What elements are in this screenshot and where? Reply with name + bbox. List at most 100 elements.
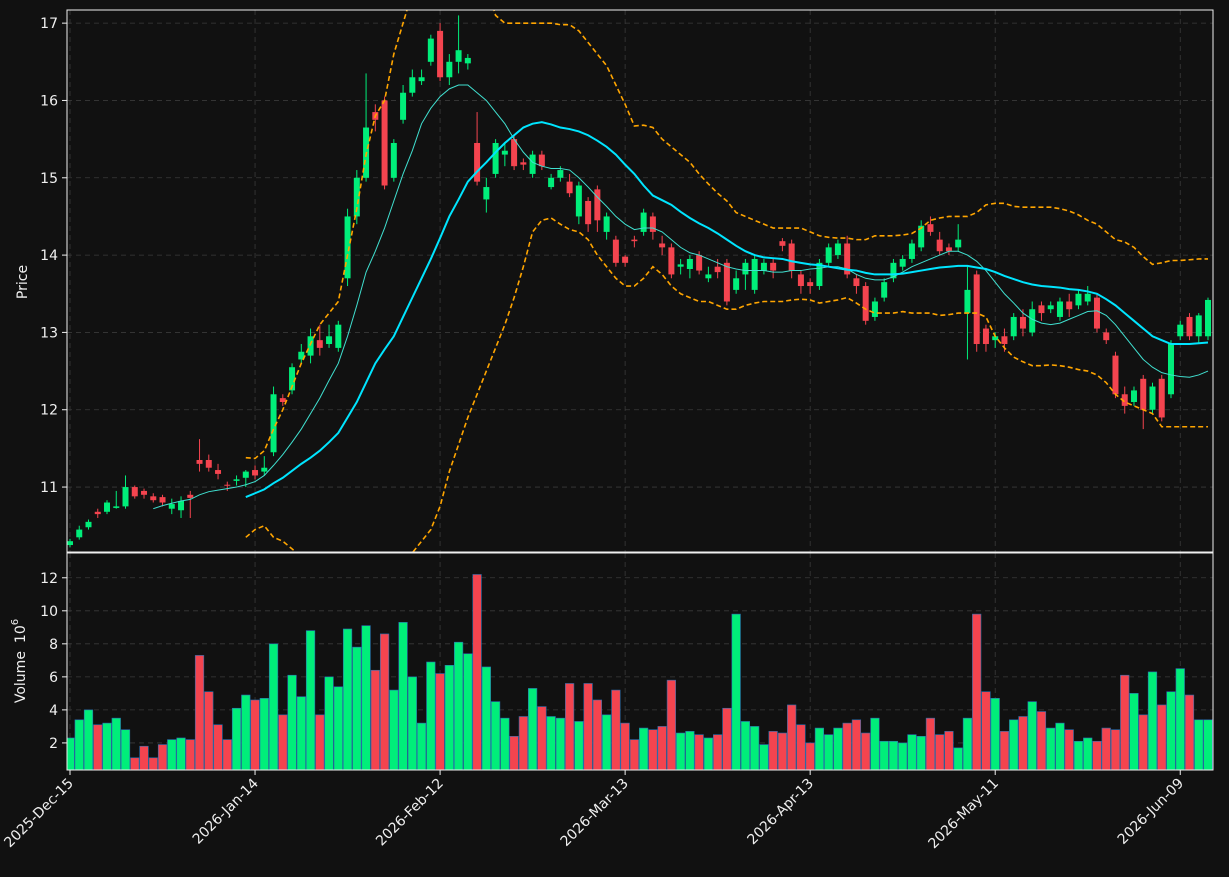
- candle-body: [686, 258, 693, 270]
- volume-bar: [805, 742, 815, 770]
- volume-bar: [1027, 701, 1037, 770]
- candle-body: [252, 470, 259, 476]
- y-tick-label: 15: [40, 171, 58, 187]
- volume-bar: [296, 696, 306, 770]
- volume-bar: [361, 625, 371, 770]
- candle-body: [788, 243, 795, 271]
- volume-bar: [685, 731, 695, 770]
- candle-body: [631, 239, 638, 242]
- volume-bar: [879, 740, 889, 770]
- volume-bar: [194, 655, 205, 770]
- volume-bar: [546, 716, 556, 770]
- volume-bar: [842, 722, 852, 770]
- candle-body: [381, 100, 388, 186]
- candle-body: [723, 262, 730, 302]
- y-tick-label: 16: [40, 93, 58, 109]
- volume-bar: [1046, 727, 1056, 770]
- candle-body: [538, 154, 545, 167]
- volume-bar: [167, 739, 177, 770]
- candle-body: [742, 262, 749, 275]
- candle-body: [881, 282, 888, 298]
- candle-body: [233, 479, 240, 481]
- volume-bar: [703, 737, 713, 770]
- candle-body: [205, 459, 212, 468]
- candle-body: [1103, 332, 1110, 341]
- volume-bar: [528, 688, 538, 770]
- plot-frame: [66, 552, 1214, 771]
- volume-bar: [1184, 694, 1195, 770]
- candle-body: [834, 243, 841, 256]
- candle-body: [483, 187, 490, 200]
- volume-bar: [944, 731, 954, 770]
- volume-bar: [796, 724, 806, 770]
- candle-body: [224, 484, 231, 486]
- candle-body: [1140, 378, 1147, 410]
- volume-bar: [1129, 693, 1139, 770]
- volume-bar: [481, 666, 491, 770]
- volume-bar: [426, 661, 436, 770]
- volume-bar: [444, 664, 454, 770]
- volume-bar: [204, 691, 214, 770]
- volume-bar: [916, 736, 926, 770]
- volume-bar: [1203, 719, 1213, 770]
- candle-body: [298, 351, 305, 360]
- volume-bar: [93, 724, 103, 770]
- candle-body: [353, 177, 360, 217]
- candle-body: [575, 185, 582, 217]
- candle-body: [455, 50, 462, 62]
- candle-body: [1056, 301, 1063, 317]
- volume-bar: [157, 744, 168, 770]
- candle-body: [594, 189, 601, 221]
- volume-bar: [463, 653, 473, 770]
- y-tick-label: 8: [49, 637, 58, 653]
- volume-bar: [759, 744, 769, 770]
- candle-body: [1130, 390, 1137, 403]
- volume-bar: [1166, 691, 1176, 770]
- candle-body: [751, 258, 758, 290]
- candle-body: [215, 470, 222, 474]
- volume-bar: [416, 722, 427, 770]
- candle-body: [1121, 394, 1128, 406]
- volume-bar: [1055, 722, 1065, 770]
- volume-bar: [490, 701, 501, 770]
- candle-body: [779, 241, 786, 246]
- y-tick-label: 6: [49, 670, 58, 686]
- y-tick-label: 17: [40, 16, 58, 32]
- candle-body: [335, 324, 342, 348]
- volume-bar: [592, 699, 602, 770]
- volume-bar: [777, 732, 788, 770]
- volume-bar: [1175, 668, 1185, 770]
- candle-body: [150, 496, 157, 501]
- volume-bar: [648, 729, 658, 770]
- candle-body: [853, 278, 860, 287]
- candle-body: [945, 247, 952, 252]
- candle-body: [390, 142, 397, 178]
- candle-body: [289, 367, 296, 391]
- indicator-line: [245, 121, 1209, 499]
- volume-bar: [953, 747, 963, 770]
- volume-bar: [861, 732, 871, 770]
- candle-body: [400, 92, 407, 120]
- volume-bar: [981, 691, 991, 770]
- volume-bar: [148, 757, 158, 770]
- volume-bar: [250, 699, 260, 770]
- volume-bar: [1083, 737, 1093, 770]
- candle-body: [529, 154, 536, 174]
- y-tick-label: 12: [40, 403, 58, 419]
- candle-body: [104, 502, 111, 512]
- volume-bar: [898, 742, 908, 770]
- candle-body: [955, 239, 962, 248]
- candle-body: [871, 301, 878, 317]
- volume-bar: [990, 698, 1000, 770]
- candle-body: [899, 258, 906, 267]
- volume-bar: [722, 707, 732, 770]
- candle-body: [612, 239, 619, 263]
- plot-frame: [66, 9, 1214, 553]
- price-axis-title: Price: [15, 265, 31, 299]
- candle-body: [1158, 378, 1165, 418]
- volume-bar: [1036, 711, 1047, 770]
- volume-bar: [333, 686, 343, 770]
- candle-body: [557, 170, 564, 178]
- volume-bar: [185, 739, 195, 770]
